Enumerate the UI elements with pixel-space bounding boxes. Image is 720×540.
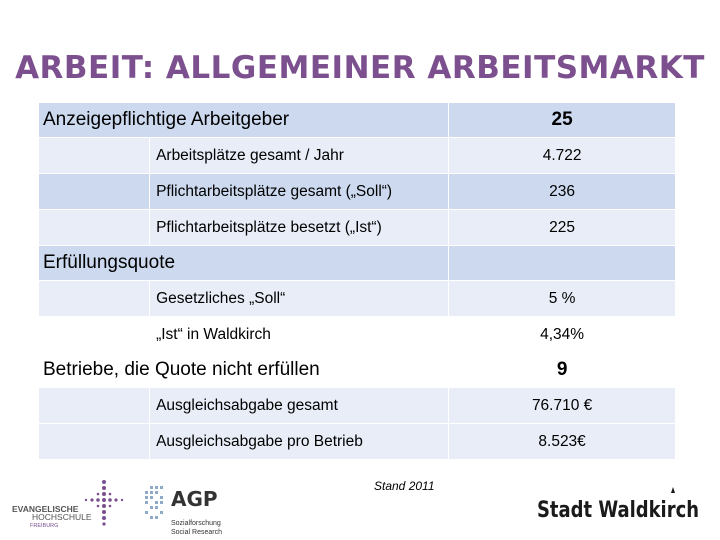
table-row: Anzeigepflichtige Arbeitgeber 25 [37, 102, 676, 138]
row-value: 25 [448, 102, 676, 138]
row-value: 225 [448, 209, 676, 246]
row-value: 9 [448, 352, 676, 388]
row-label: Betriebe, die Quote nicht erfüllen [37, 352, 450, 388]
page-title: ARBEIT: ALLGEMEINER ARBEITSMARKT [15, 50, 705, 86]
row-label: Arbeitsplätze gesamt / Jahr [149, 137, 450, 174]
stand-note: Stand 2011 [374, 479, 435, 493]
table-row: Pflichtarbeitsplätze besetzt („Ist“) 225 [37, 209, 676, 246]
row-value: 4.722 [448, 137, 676, 174]
row-label: Gesetzliches „Soll“ [149, 280, 450, 317]
table-row: „Ist“ in Waldkirch 4,34% [37, 316, 676, 353]
row-value [448, 245, 676, 281]
stadt-waldkirch-wordmark: Stadt Waldkirch [537, 498, 699, 523]
ev-line2: HOCHSCHULE [32, 512, 92, 522]
agp-name: AGP [171, 487, 218, 511]
table-row: Arbeitsplätze gesamt / Jahr 4.722 [37, 137, 676, 174]
table-row: Ausgleichsabgabe gesamt 76.710 € [37, 387, 676, 424]
agp-line1: Sozialforschung [171, 520, 221, 527]
table-row: Gesetzliches „Soll“ 5 % [37, 280, 676, 317]
table-row: Ausgleichsabgabe pro Betrieb 8.523€ [37, 423, 676, 460]
row-label: Anzeigepflichtige Arbeitgeber [37, 102, 450, 138]
ev-line1: EVANGELISCHE [12, 504, 79, 514]
row-label: Pflichtarbeitsplätze gesamt („Soll“) [149, 173, 450, 210]
row-value: 5 % [448, 280, 676, 317]
agp-logo: AGP Sozialforschung Social Research [145, 486, 222, 536]
row-label: „Ist“ in Waldkirch [149, 316, 450, 353]
row-value: 4,34% [448, 316, 676, 353]
row-label: Pflichtarbeitsplätze besetzt („Ist“) [149, 209, 450, 246]
row-value: 236 [448, 173, 676, 210]
row-label: Ausgleichsabgabe pro Betrieb [149, 423, 450, 460]
agp-line2: Social Research [171, 529, 222, 536]
row-value: 76.710 € [448, 387, 676, 424]
table-row: Erfüllungsquote [37, 245, 676, 281]
spire-icon [671, 487, 675, 493]
stadt-waldkirch-logo: Stadt Waldkirch [537, 487, 699, 523]
ev-line3: FREIBURG [30, 523, 58, 529]
row-value: 8.523€ [448, 423, 676, 460]
row-label: Ausgleichsabgabe gesamt [149, 387, 450, 424]
table-row: Pflichtarbeitsplätze gesamt („Soll“) 236 [37, 173, 676, 210]
statistics-table: Anzeigepflichtige Arbeitgeber 25 Arbeits… [37, 102, 676, 460]
table-row: Betriebe, die Quote nicht erfüllen 9 [37, 352, 676, 388]
row-label: Erfüllungsquote [37, 245, 450, 281]
evangelische-hochschule-logo: EVANGELISCHE HOCHSCHULE FREIBURG [12, 480, 124, 529]
